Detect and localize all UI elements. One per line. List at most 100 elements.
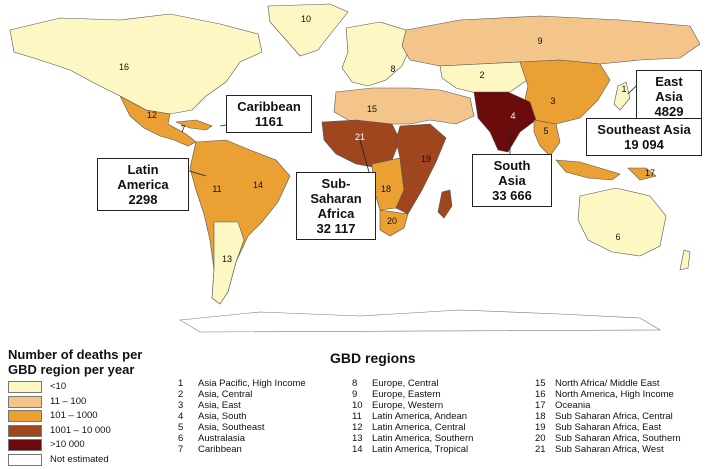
region-label: 17 <box>645 168 655 178</box>
legend-swatch <box>8 424 42 437</box>
region-label: 2 <box>479 70 484 80</box>
callout-name: Latin America <box>117 162 169 192</box>
region-africa-east <box>395 123 447 215</box>
gbd-region-name: Latin America, Andean <box>372 411 468 422</box>
legend-title: Number of deaths per GBD region per year <box>8 347 168 377</box>
region-label: 3 <box>550 96 555 106</box>
callout-name: Caribbean <box>237 99 301 114</box>
legend-swatch <box>8 381 42 393</box>
gbd-region-name: Europe, Central <box>372 378 439 389</box>
gbd-column-3: 15 North Africa/ Middle East 16 North Ameri… <box>535 378 681 455</box>
callout-name: South Asia <box>493 158 531 188</box>
region-label: 18 <box>381 184 391 194</box>
region-label: 21 <box>355 132 365 142</box>
gbd-region-name: North America, High Income <box>555 389 674 400</box>
gbd-region-item: 13 Latin America, Southern <box>352 433 473 444</box>
callout-value: 2298 <box>128 192 158 207</box>
gbd-region-name: Sub Saharan Africa, Central <box>555 411 673 422</box>
gbd-region-number: 2 <box>178 389 184 400</box>
region-australia <box>577 187 667 257</box>
callout-value: 4829 <box>654 104 684 119</box>
callout-name: Southeast Asia <box>597 122 691 137</box>
callout-value: 19 094 <box>624 137 664 152</box>
region-label: 1 <box>621 84 626 94</box>
gbd-region-item: 11 Latin America, Andean <box>352 411 473 422</box>
gbd-region-number: 3 <box>178 400 184 411</box>
gbd-region-item: 17 Oceania <box>535 400 681 411</box>
region-madagascar <box>437 189 453 219</box>
region-label: 20 <box>387 216 397 226</box>
region-label: 19 <box>421 154 431 164</box>
callout-caribbean: Caribbean 1161 <box>226 95 312 133</box>
gbd-column-1: 1 Asia Pacific, High Income 2 Asia, Central… <box>178 378 306 455</box>
region-label: 7 <box>180 124 185 134</box>
gbd-region-name: Europe, Eastern <box>372 389 441 400</box>
gbd-region-item: 21 Sub Saharan Africa, West <box>535 444 681 455</box>
gbd-region-name: Asia Pacific, High Income <box>198 378 306 389</box>
region-label: 10 <box>301 14 311 24</box>
region-japan <box>613 81 631 111</box>
callout-name: Sub-Saharan <box>310 176 362 206</box>
region-label: 11 <box>212 184 221 194</box>
region-indonesia <box>555 159 621 181</box>
gbd-region-name: Latin America, Central <box>372 422 466 433</box>
gbd-region-item: 4 Asia, South <box>178 411 306 422</box>
region-africa-southern <box>379 209 409 237</box>
gbd-region-item: 12 Latin America, Central <box>352 422 473 433</box>
region-south-america-south <box>211 221 245 305</box>
region-label: 4 <box>510 111 515 121</box>
gbd-region-item: 19 Sub Saharan Africa, East <box>535 422 681 433</box>
region-caribbean <box>175 119 213 131</box>
gbd-region-name: Sub Saharan Africa, East <box>555 422 662 433</box>
gbd-region-item: 16 North America, High Income <box>535 389 681 400</box>
region-antarctica <box>179 309 662 333</box>
gbd-region-number: 18 <box>535 411 546 422</box>
gbd-region-item: 18 Sub Saharan Africa, Central <box>535 411 681 422</box>
region-new-zealand <box>679 249 691 271</box>
gbd-region-name: Asia, Southeast <box>198 422 265 433</box>
gbd-region-number: 10 <box>352 400 363 411</box>
region-south-america <box>189 139 291 305</box>
region-label: 16 <box>119 62 129 72</box>
gbd-region-name: Oceania <box>555 400 591 411</box>
legend-label: 1001 – 10 000 <box>50 424 111 436</box>
legend-label: 11 – 100 <box>50 395 87 407</box>
gbd-region-number: 17 <box>535 400 546 411</box>
world-map: 10 16 9 2 3 4 5 6 7 8 11 12 13 14 15 17 … <box>9 3 701 333</box>
gbd-region-name: Asia, Central <box>198 389 253 400</box>
region-europe <box>341 21 411 87</box>
region-label: 15 <box>367 104 377 114</box>
legend-label: <10 <box>50 381 67 392</box>
gbd-region-name: Sub Saharan Africa, Southern <box>555 433 681 444</box>
region-north-america <box>9 13 263 115</box>
gbd-region-number: 5 <box>178 422 184 433</box>
gbd-region-name: Europe, Western <box>372 400 444 411</box>
gbd-region-number: 14 <box>352 444 363 455</box>
legend-swatch <box>8 453 42 466</box>
legend-label: >10 000 <box>50 439 85 450</box>
gbd-region-item: 5 Asia, Southeast <box>178 422 306 433</box>
callout-value: 32 117 <box>316 221 356 236</box>
gbd-region-item: 9 Europe, Eastern <box>352 389 473 400</box>
gbd-region-name: North Africa/ Middle East <box>555 378 660 389</box>
region-north-africa-middle-east <box>333 87 475 125</box>
callout-value: 33 666 <box>492 188 532 203</box>
region-number-labels: 10 16 9 2 3 4 5 6 7 8 11 12 13 14 15 17 … <box>119 14 655 264</box>
gbd-regions-title: GBD regions <box>330 350 416 366</box>
gbd-region-name: Caribbean <box>198 444 242 455</box>
gbd-region-number: 11 <box>352 411 362 422</box>
gbd-region-number: 19 <box>535 422 546 433</box>
gbd-region-item: 15 North Africa/ Middle East <box>535 378 681 389</box>
callout-latin-america: Latin America 2298 <box>97 158 189 211</box>
gbd-region-item: 3 Asia, East <box>178 400 306 411</box>
gbd-region-number: 20 <box>535 433 546 444</box>
region-oceania <box>627 167 657 181</box>
region-label: 9 <box>537 36 542 46</box>
gbd-region-number: 1 <box>178 378 184 389</box>
legend-title-line: GBD region per year <box>8 362 135 377</box>
region-label: 6 <box>615 232 620 242</box>
gbd-region-number: 4 <box>178 411 184 422</box>
gbd-region-number: 15 <box>535 378 546 389</box>
legend-label: 101 – 1000 <box>50 410 98 421</box>
legend-swatch <box>8 439 42 451</box>
